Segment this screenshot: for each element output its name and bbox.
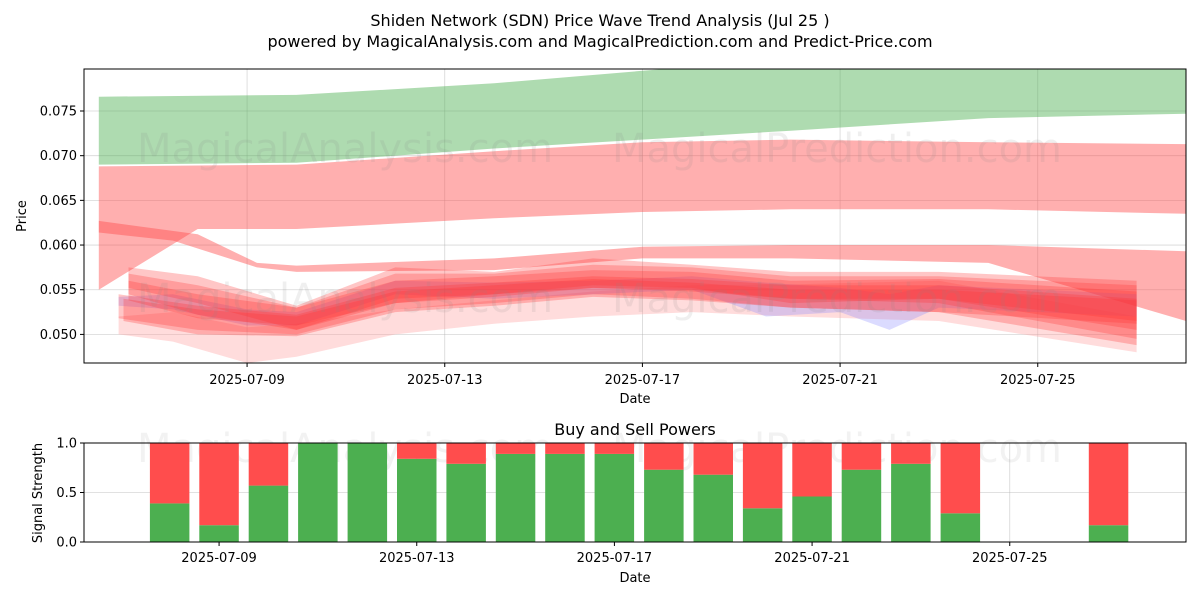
buy-bar bbox=[248, 485, 289, 542]
buy-bar bbox=[891, 463, 931, 542]
sell-bar bbox=[693, 443, 733, 475]
signal-panel-title: Buy and Sell Powers bbox=[554, 420, 716, 439]
price-x-tick-label: 2025-07-09 bbox=[209, 373, 285, 388]
buy-bar bbox=[347, 443, 388, 542]
buy-bar bbox=[792, 496, 832, 542]
sell-bar bbox=[792, 443, 832, 497]
signal-y-axis-label: Signal Strength bbox=[31, 443, 46, 543]
sell-bar bbox=[891, 443, 931, 464]
buy-bar bbox=[940, 513, 981, 542]
price-grid bbox=[84, 69, 1186, 363]
price-wave-band-4 bbox=[118, 276, 1137, 330]
signal-x-tick-label: 2025-07-09 bbox=[181, 551, 257, 566]
buy-bar bbox=[841, 469, 882, 542]
sell-bar bbox=[495, 443, 536, 454]
sell-bar bbox=[644, 443, 684, 470]
price-x-tick-label: 2025-07-25 bbox=[1000, 373, 1076, 388]
signal-x-tick-label: 2025-07-17 bbox=[577, 551, 653, 566]
price-x-tick-label: 2025-07-13 bbox=[407, 373, 483, 388]
watermark-right-2: MagicalPrediction.com bbox=[612, 276, 1062, 322]
signal-watermark-right: MagicalPrediction.com bbox=[612, 426, 1062, 472]
signal-y-tick-label: 1.0 bbox=[56, 437, 77, 452]
signal-panel: Buy and Sell Powers MagicalAnalysis.com … bbox=[31, 420, 1187, 586]
buy-bar bbox=[693, 474, 733, 542]
price-wave-band-1 bbox=[98, 139, 1186, 290]
watermark-left: MagicalAnalysis.com bbox=[137, 126, 553, 172]
sell-bar bbox=[248, 443, 289, 486]
price-wave-band-8 bbox=[118, 276, 1137, 346]
sell-bar bbox=[446, 443, 486, 464]
sell-bar bbox=[940, 443, 981, 514]
price-x-axis-label: Date bbox=[619, 392, 650, 407]
price-wave-band-0 bbox=[98, 69, 1186, 165]
sell-bar bbox=[841, 443, 882, 470]
price-y-tick-label: 0.050 bbox=[40, 328, 77, 343]
price-x-tick-label: 2025-07-17 bbox=[605, 373, 681, 388]
signal-x-tick-label: 2025-07-21 bbox=[774, 551, 850, 566]
buy-bar bbox=[1088, 525, 1129, 542]
buy-bar bbox=[742, 508, 783, 542]
price-wave-band-7 bbox=[128, 270, 1137, 339]
signal-x-tick-label: 2025-07-13 bbox=[379, 551, 455, 566]
price-wave-band-9 bbox=[123, 279, 1137, 337]
chart-title: Shiden Network (SDN) Price Wave Trend An… bbox=[370, 11, 829, 30]
buy-bar bbox=[149, 503, 190, 542]
price-watermark: MagicalAnalysis.com MagicalPrediction.co… bbox=[137, 126, 1062, 322]
price-y-axis-label: Price bbox=[15, 200, 30, 232]
chart-subtitle: powered by MagicalAnalysis.com and Magic… bbox=[267, 32, 932, 51]
price-y-tick-label: 0.065 bbox=[40, 194, 77, 209]
signal-y-tick-label: 0.5 bbox=[56, 486, 77, 501]
price-y-tick-label: 0.075 bbox=[40, 105, 77, 120]
price-wave-band-5 bbox=[128, 258, 1137, 330]
price-x-ticks: 2025-07-09 2025-07-13 2025-07-17 2025-07-21… bbox=[209, 363, 1076, 388]
price-wave-band-2 bbox=[98, 220, 1186, 321]
buy-bar bbox=[594, 453, 635, 542]
price-wave-band-6 bbox=[128, 264, 1137, 330]
signal-x-ticks: 2025-07-09 2025-07-13 2025-07-17 2025-07-21… bbox=[181, 542, 1048, 566]
price-y-tick-label: 0.055 bbox=[40, 283, 77, 298]
buy-bar bbox=[199, 525, 239, 542]
price-y-ticks: 0.050 0.055 0.060 0.065 0.070 0.075 bbox=[40, 105, 84, 343]
price-panel: MagicalAnalysis.com MagicalPrediction.co… bbox=[15, 68, 1187, 407]
signal-y-tick-label: 0.0 bbox=[56, 536, 77, 551]
price-y-tick-label: 0.060 bbox=[40, 239, 77, 254]
buy-bar bbox=[644, 469, 684, 542]
buy-bar bbox=[298, 443, 338, 542]
sell-bar bbox=[1088, 443, 1129, 526]
watermark-right: MagicalPrediction.com bbox=[612, 126, 1062, 172]
buy-bar bbox=[545, 453, 585, 542]
price-y-tick-label: 0.070 bbox=[40, 149, 77, 164]
price-plot-frame bbox=[83, 68, 1187, 364]
buy-bar bbox=[397, 458, 437, 542]
watermark-left-2: MagicalAnalysis.com bbox=[137, 276, 553, 322]
sell-bar bbox=[594, 443, 635, 454]
signal-y-ticks: 0.0 0.5 1.0 bbox=[56, 437, 84, 551]
sell-bar bbox=[545, 443, 585, 454]
price-bands bbox=[98, 69, 1186, 363]
sell-bar bbox=[149, 443, 190, 504]
sell-bar bbox=[742, 443, 783, 509]
signal-x-tick-label: 2025-07-25 bbox=[972, 551, 1048, 566]
price-x-tick-label: 2025-07-21 bbox=[802, 373, 878, 388]
signal-x-axis-label: Date bbox=[619, 571, 650, 586]
signal-bars bbox=[149, 443, 1129, 542]
buy-bar bbox=[495, 453, 536, 542]
buy-bar bbox=[446, 463, 486, 542]
price-wave-band-3 bbox=[118, 280, 1137, 363]
sell-bar bbox=[199, 443, 239, 526]
sell-bar bbox=[397, 443, 437, 459]
